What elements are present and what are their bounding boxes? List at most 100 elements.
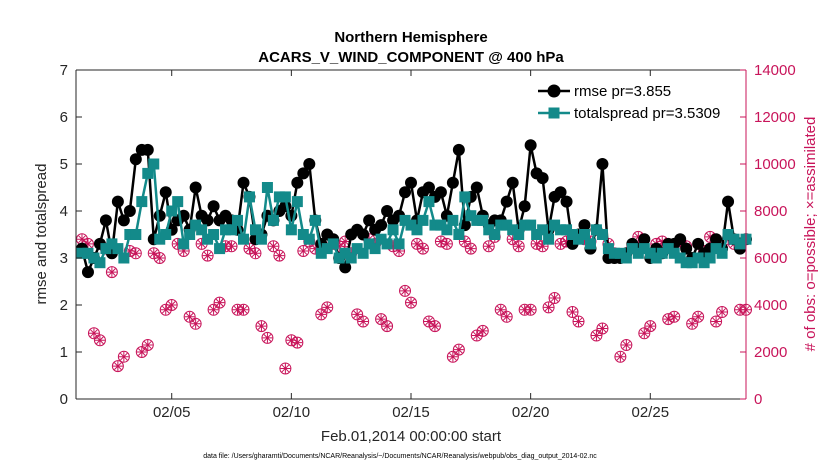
obs-assimilated-point	[411, 238, 422, 249]
totalspread-point	[495, 219, 507, 231]
obs-assimilated-point	[118, 351, 129, 362]
y-tick-label: 0	[60, 391, 68, 408]
obs-possible-point	[482, 240, 495, 253]
obs-possible-point	[357, 315, 370, 328]
obs-assimilated-point	[477, 325, 488, 336]
totalspread-point	[650, 252, 662, 264]
legend: rmse pr=3.855 totalspread pr=3.5309	[533, 78, 738, 126]
totalspread-series	[76, 158, 752, 269]
obs-possible-point	[261, 331, 274, 344]
obs-assimilated-point	[711, 316, 722, 327]
legend-rmse-label: rmse pr=3.855	[574, 83, 671, 100]
totalspread-point	[429, 219, 441, 231]
obs-assimilated-point	[513, 241, 524, 252]
totalspread-point	[674, 252, 686, 264]
totalspread-point	[537, 224, 549, 236]
totalspread-point	[596, 229, 608, 240]
rmse-point	[710, 233, 723, 246]
obs-possible-point	[141, 338, 154, 351]
obs-assimilated-point	[268, 241, 279, 252]
totalspread-point	[345, 252, 357, 264]
x-tick-label: 02/10	[273, 404, 311, 421]
totalspread-point	[471, 214, 483, 226]
totalspread-point	[297, 229, 309, 240]
totalspread-point	[656, 247, 668, 259]
totalspread-point	[154, 233, 166, 245]
obs-assimilated-point	[567, 307, 578, 318]
obs-assimilated-point	[154, 253, 165, 263]
totalspread-point	[76, 247, 88, 259]
obs-assimilated-point	[669, 311, 680, 322]
obs-assimilated-point	[376, 314, 387, 325]
obs-assimilated-point	[214, 297, 225, 308]
rmse-point	[291, 176, 304, 189]
obs-possible-point	[710, 315, 723, 328]
obs-assimilated-point	[717, 307, 728, 318]
obs-assimilated-point	[453, 344, 464, 355]
rmse-point	[303, 158, 316, 170]
obs-assimilated-point	[465, 243, 476, 254]
obs-possible-point	[620, 338, 633, 351]
obs-possible-point	[315, 308, 328, 321]
totalspread-point	[375, 233, 387, 245]
x-tick-label: 02/25	[632, 404, 670, 421]
rmse-point	[692, 237, 705, 250]
obs-assimilated-point	[124, 245, 135, 256]
obs-assimilated-point	[172, 238, 183, 249]
legend-totalspread-marker	[548, 107, 560, 119]
rmse-point	[674, 233, 687, 246]
rmse-point	[560, 195, 573, 208]
totalspread-point	[148, 158, 160, 170]
totalspread-point	[620, 252, 632, 264]
obs-possible-point	[105, 266, 118, 279]
totalspread-point	[279, 191, 291, 203]
obs-possible-point	[213, 296, 226, 309]
obs-possible-point	[153, 252, 166, 264]
obs-possible-point	[273, 249, 286, 262]
obs-possible-point	[440, 237, 453, 250]
totalspread-point	[519, 219, 531, 231]
obs-assimilated-point	[633, 231, 644, 242]
totalspread-point	[662, 243, 674, 255]
obs-possible-point	[117, 350, 130, 363]
obs-possible-point	[416, 242, 429, 255]
totalspread-point	[549, 219, 561, 231]
totalspread-point	[698, 257, 710, 269]
totalspread-point	[100, 243, 112, 255]
totalspread-point	[303, 233, 315, 245]
obs-assimilated-point	[573, 316, 584, 327]
obs-assimilated-point	[525, 304, 536, 315]
obs-assimilated-point	[76, 234, 87, 245]
y-tick-label: 7	[60, 62, 68, 79]
obs-assimilated-point	[615, 351, 626, 362]
obs-possible-point	[129, 247, 142, 260]
obs-possible-point	[476, 324, 489, 337]
totalspread-point	[232, 214, 244, 226]
totalspread-point	[255, 233, 267, 245]
obs-assimilated-point	[238, 304, 249, 315]
totalspread-point	[291, 196, 303, 208]
totalspread-point	[112, 243, 124, 255]
obs-assimilated-point	[507, 234, 518, 245]
obs-possible-point	[512, 240, 525, 253]
obs-assimilated-point	[196, 238, 207, 249]
obs-possible-point	[201, 249, 214, 262]
totalspread-point	[489, 229, 501, 240]
rmse-point	[339, 261, 352, 274]
totalspread-point	[130, 229, 142, 240]
y-axis-label: rmse and totalspread	[33, 164, 50, 305]
totalspread-point	[357, 247, 369, 259]
obs-possible-point	[183, 310, 196, 323]
obs-possible-point	[716, 306, 729, 319]
obs-assimilated-point	[459, 236, 470, 247]
obs-assimilated-point	[160, 304, 171, 315]
obs-assimilated-point	[130, 248, 141, 259]
totalspread-point	[483, 224, 495, 236]
obs-possible-point	[596, 322, 609, 335]
obs-possible-point	[267, 240, 280, 253]
totalspread-point	[692, 252, 704, 264]
totalspread-point	[453, 229, 465, 240]
totalspread-point	[106, 238, 118, 250]
totalspread-point	[142, 167, 154, 179]
obs-possible-point	[381, 320, 394, 333]
